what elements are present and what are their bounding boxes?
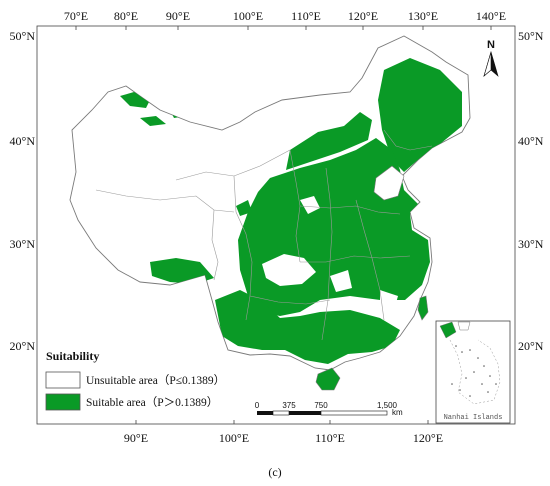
scale-unit: km bbox=[392, 408, 403, 417]
tick-label: 110°E bbox=[291, 9, 321, 23]
tick-label: 30°N bbox=[518, 237, 544, 251]
tick-label: 90°E bbox=[166, 9, 190, 23]
right-latitude-ticks: 50°N 40°N 30°N 20°N bbox=[518, 29, 544, 353]
hainan-island bbox=[315, 367, 341, 391]
tick-label: 80°E bbox=[114, 9, 138, 23]
scale-label: 0 bbox=[255, 401, 260, 410]
nanhai-inset: Nanhai Islands bbox=[435, 320, 511, 424]
tick-label: 40°N bbox=[10, 134, 36, 148]
legend-suitable-swatch bbox=[45, 393, 81, 411]
inset-label: Nanhai Islands bbox=[444, 414, 503, 422]
scale-label: 1,500 bbox=[377, 401, 398, 410]
bottom-longitude-ticks: 90°E 100°E 110°E 120°E bbox=[124, 420, 443, 445]
tick-label: 130°E bbox=[408, 9, 438, 23]
unsuitable-patches bbox=[262, 196, 398, 310]
left-latitude-ticks: 50°N 40°N 30°N 20°N bbox=[10, 29, 36, 353]
bohai-sea bbox=[373, 165, 405, 201]
tick-label: 140°E bbox=[476, 9, 506, 23]
map-frame bbox=[36, 25, 516, 425]
tick-label: 40°N bbox=[518, 134, 544, 148]
tick-label: 50°N bbox=[10, 29, 36, 43]
legend-unsuitable-swatch bbox=[45, 371, 81, 389]
taiwan-island bbox=[417, 295, 429, 321]
tick-label: 120°E bbox=[348, 9, 378, 23]
scale-bar: 0 375 750 1,500 km bbox=[255, 401, 403, 417]
tick-label: 70°E bbox=[64, 9, 88, 23]
tick-label: 110°E bbox=[315, 431, 345, 445]
tick-label: 20°N bbox=[10, 339, 36, 353]
tick-label: 120°E bbox=[413, 431, 443, 445]
legend-unsuitable-label: Unsuitable area（P≤0.1389） bbox=[86, 374, 225, 387]
figure-caption: (c) bbox=[268, 465, 281, 479]
tick-label: 20°N bbox=[518, 339, 544, 353]
top-longitude-ticks: 70°E 80°E 90°E 100°E 110°E 120°E 130°E 1… bbox=[64, 9, 506, 30]
province-boundaries bbox=[95, 129, 433, 341]
legend-suitable-label: Suitable area（P＞0.1389） bbox=[86, 396, 218, 409]
legend: Suitability Unsuitable area（P≤0.1389） Su… bbox=[45, 349, 225, 411]
tick-label: 100°E bbox=[219, 431, 249, 445]
tick-label: 90°E bbox=[124, 431, 148, 445]
north-arrow: N bbox=[483, 39, 499, 77]
tick-label: 30°N bbox=[10, 237, 36, 251]
north-label: N bbox=[487, 39, 495, 51]
tick-label: 100°E bbox=[233, 9, 263, 23]
tick-label: 50°N bbox=[518, 29, 544, 43]
scale-label: 750 bbox=[314, 401, 328, 410]
legend-title: Suitability bbox=[46, 349, 99, 363]
scale-label: 375 bbox=[282, 401, 296, 410]
